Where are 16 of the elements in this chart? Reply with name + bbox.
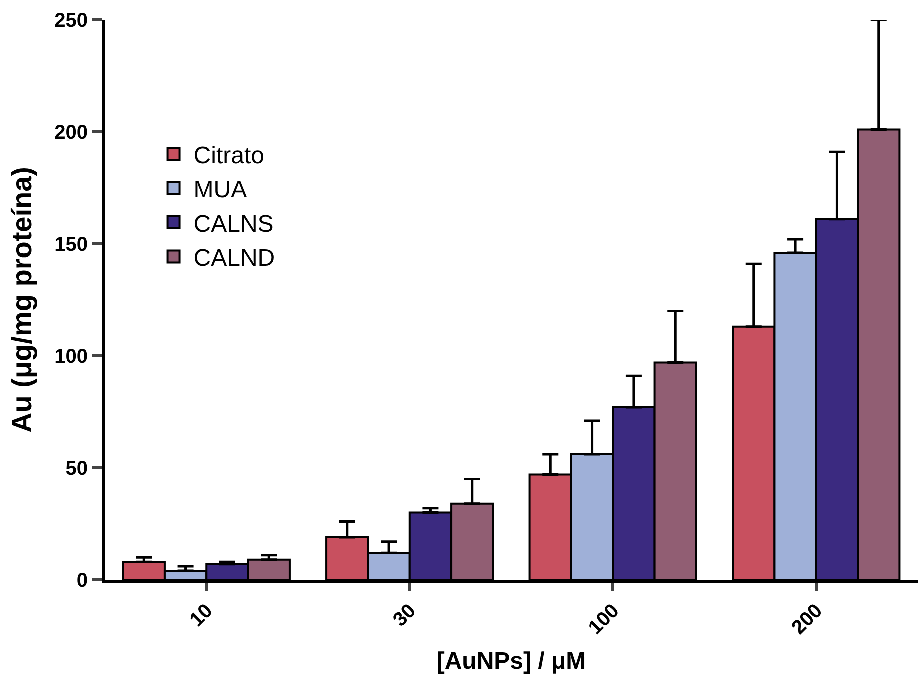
x-tick-label: 100	[584, 600, 624, 640]
y-axis-title: Au (μg/mg proteína)	[6, 167, 38, 433]
y-tick-label: 50	[66, 458, 88, 480]
y-tick-label: 0	[76, 570, 88, 592]
x-axis-title: [AuNPs] / μM	[436, 648, 586, 675]
y-tick-label: 150	[54, 234, 88, 256]
legend-label: CALNS	[194, 210, 274, 238]
legend-label: MUA	[194, 176, 248, 204]
y-tick-label: 100	[54, 346, 88, 368]
x-tick-label: 10	[186, 600, 218, 632]
x-tick-label: 30	[389, 600, 420, 632]
y-tick-label: 200	[54, 122, 88, 144]
y-tick-label: 250	[54, 10, 88, 32]
legend-label: Citrato	[194, 142, 264, 170]
legend-label: CALND	[194, 245, 276, 272]
x-tick-label: 200	[788, 600, 827, 640]
